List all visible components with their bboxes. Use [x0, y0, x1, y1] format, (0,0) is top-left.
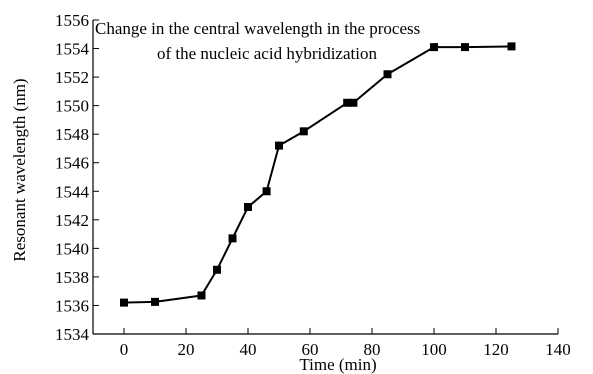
data-point-marker: [299, 127, 308, 136]
data-point-marker: [349, 98, 358, 107]
chart-axes: [92, 20, 558, 335]
data-point-marker: [262, 187, 271, 196]
data-point-marker: [244, 202, 252, 211]
series-line: [123, 45, 512, 304]
series-layer: [120, 42, 516, 307]
data-point-marker: [383, 70, 392, 79]
data-point-marker: [228, 234, 237, 243]
y-tick-label: 1546: [55, 154, 89, 173]
y-tick-label: 1536: [55, 296, 89, 315]
x-tick-label: 0: [120, 340, 129, 359]
y-tick-label: 1544: [55, 182, 90, 201]
x-tick-label: 80: [364, 340, 381, 359]
chart-title-line-2: of the nucleic acid hybridization: [157, 44, 377, 63]
x-tick-label: 100: [421, 340, 447, 359]
x-tick-label: 140: [545, 340, 571, 359]
chart-title-line-1: Change in the central wavelength in the …: [95, 19, 420, 38]
labels-layer: Change in the central wavelength in the …: [10, 19, 420, 374]
y-tick-label: 1552: [55, 68, 89, 87]
y-tick-label: 1554: [55, 40, 90, 59]
data-point-marker: [343, 98, 352, 107]
y-tick-label: 1550: [55, 97, 89, 116]
data-point-marker: [275, 141, 283, 150]
y-tick-label: 1548: [55, 125, 89, 144]
y-tick-label: 1538: [55, 268, 89, 287]
x-tick-label: 40: [240, 340, 257, 359]
y-axis-title: Resonant wavelength (nm): [10, 78, 29, 261]
data-point-marker: [213, 265, 221, 274]
x-tick-label: 60: [302, 340, 319, 359]
x-tick-label: 120: [483, 340, 509, 359]
data-point-marker: [151, 297, 159, 306]
y-tick-label: 1542: [55, 211, 89, 230]
y-tick-label: 1556: [55, 11, 89, 30]
data-point-marker: [120, 298, 128, 307]
data-point-marker: [507, 42, 516, 51]
data-point-marker: [461, 43, 469, 52]
data-point-marker: [197, 291, 206, 300]
chart-ticks: 1534 1536 1538 1540 1542 1544 1546 1548 1550 1552…: [55, 11, 571, 359]
y-tick-label: 1540: [55, 239, 89, 258]
y-tick-label: 1534: [55, 325, 90, 344]
x-axis-title: Time (min): [299, 355, 376, 374]
data-point-marker: [430, 43, 438, 52]
x-tick-label: 20: [178, 340, 195, 359]
